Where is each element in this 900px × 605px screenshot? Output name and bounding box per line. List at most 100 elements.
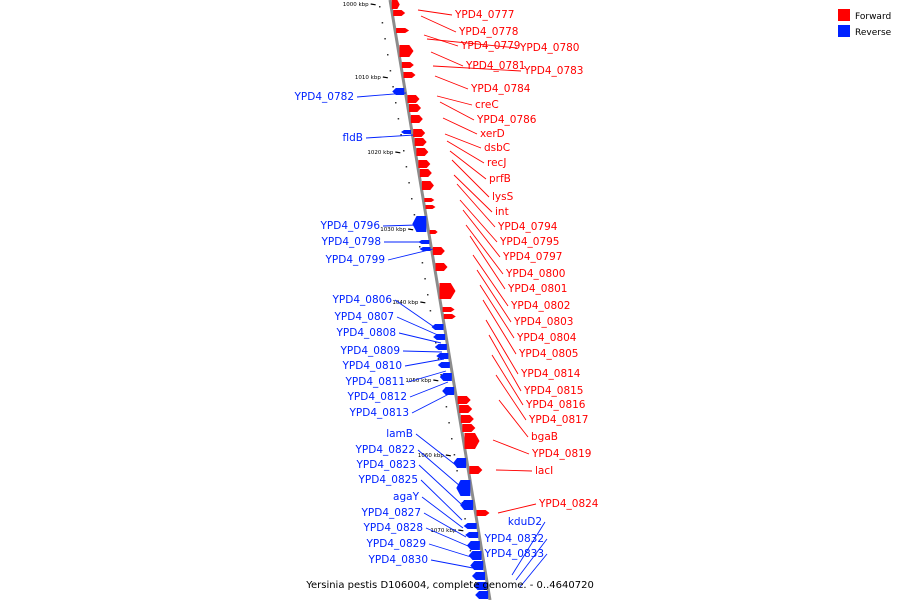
gene-label-ypd4-0813[interactable]: YPD4_0813 — [349, 407, 409, 419]
forward-gene-feature[interactable] — [457, 396, 471, 404]
gene-label-ypd4-0830[interactable]: YPD4_0830 — [368, 554, 428, 566]
forward-gene-feature[interactable] — [419, 169, 432, 177]
gene-labels[interactable]: YPD4_0777 YPD4_0778 YPD4_0779 YPD4_0780 YPD4… — [294, 9, 599, 566]
gene-label-ypd4-0832[interactable]: YPD4_0832 — [484, 533, 544, 545]
gene-label-ypd4-0781[interactable]: YPD4_0781 — [465, 60, 525, 72]
gene-label-ypd4-0810[interactable]: YPD4_0810 — [342, 360, 402, 372]
gene-label-ypd4-0782[interactable]: YPD4_0782 — [294, 91, 354, 103]
gene-label-ypd4-0816[interactable]: YPD4_0816 — [525, 399, 586, 411]
gene-label-bgab[interactable]: bgaB — [531, 431, 558, 443]
gene-label-ypd4-0780[interactable]: YPD4_0780 — [519, 42, 579, 54]
gene-label-ypd4-0806[interactable]: YPD4_0806 — [332, 294, 393, 306]
gene-label-ypd4-0805[interactable]: YPD4_0805 — [518, 348, 578, 360]
forward-gene-feature[interactable] — [469, 466, 483, 474]
gene-label-ypd4-0783[interactable]: YPD4_0783 — [523, 65, 583, 77]
forward-gene-feature[interactable] — [391, 0, 400, 9]
gene-label-ypd4-0777[interactable]: YPD4_0777 — [454, 9, 514, 21]
gene-label-ypd4-0784[interactable]: YPD4_0784 — [470, 83, 531, 95]
forward-gene-feature[interactable] — [432, 247, 445, 255]
forward-gene-feature[interactable] — [460, 415, 474, 423]
gene-label-dsbc[interactable]: dsbC — [484, 142, 510, 154]
forward-gene-feature[interactable] — [393, 10, 406, 16]
reverse-gene-feature[interactable] — [465, 532, 479, 538]
reverse-gene-feature[interactable] — [439, 373, 452, 381]
gene-label-ypd4-0779[interactable]: YPD4_0779 — [460, 40, 520, 52]
gene-label-ypd4-0803[interactable]: YPD4_0803 — [513, 316, 573, 328]
forward-gene-feature[interactable] — [409, 104, 421, 112]
reverse-gene-feature[interactable] — [431, 324, 444, 330]
gene-label-ypd4-0778[interactable]: YPD4_0778 — [458, 26, 518, 38]
gene-label-int[interactable]: int — [495, 206, 509, 218]
gene-label-ypd4-0812[interactable]: YPD4_0812 — [347, 391, 407, 403]
forward-gene-feature[interactable] — [416, 148, 429, 156]
reverse-gene-feature[interactable] — [472, 572, 485, 580]
gene-label-xerd[interactable]: xerD — [480, 128, 505, 140]
reverse-gene-feature[interactable] — [436, 353, 449, 359]
reverse-gene-feature[interactable] — [473, 582, 487, 590]
reverse-gene-feature[interactable] — [456, 480, 471, 496]
gene-label-ypd4-0795[interactable]: YPD4_0795 — [499, 236, 559, 248]
reverse-gene-feature[interactable] — [466, 541, 480, 550]
gene-label-lyss[interactable]: lysS — [492, 191, 514, 203]
forward-gene-feature[interactable] — [442, 307, 455, 312]
reverse-gene-feature[interactable] — [463, 523, 477, 529]
gene-label-ypd4-0822[interactable]: YPD4_0822 — [355, 444, 415, 456]
gene-label-ypd4-0823[interactable]: YPD4_0823 — [356, 459, 416, 471]
gene-label-laci[interactable]: lacI — [535, 465, 553, 477]
gene-features[interactable] — [391, 0, 490, 599]
forward-gene-feature[interactable] — [396, 28, 410, 33]
gene-label-ypd4-0800[interactable]: YPD4_0800 — [505, 268, 565, 280]
gene-label-ypd4-0807[interactable]: YPD4_0807 — [334, 311, 394, 323]
gene-label-ypd4-0794[interactable]: YPD4_0794 — [497, 221, 558, 233]
reverse-gene-feature[interactable] — [433, 334, 446, 340]
forward-gene-feature[interactable] — [443, 314, 456, 319]
forward-gene-feature[interactable] — [414, 138, 427, 146]
gene-label-ypd4-0828[interactable]: YPD4_0828 — [363, 522, 423, 534]
gene-label-prfb[interactable]: prfB — [489, 173, 511, 185]
gene-label-ypd4-0802[interactable]: YPD4_0802 — [510, 300, 570, 312]
gene-label-ypd4-0814[interactable]: YPD4_0814 — [520, 368, 581, 380]
reverse-gene-feature[interactable] — [401, 130, 411, 134]
reverse-gene-feature[interactable] — [468, 551, 482, 560]
gene-label-ypd4-0801[interactable]: YPD4_0801 — [507, 283, 567, 295]
forward-gene-feature[interactable] — [407, 95, 420, 103]
forward-gene-feature[interactable] — [439, 283, 456, 299]
gene-label-recj[interactable]: recJ — [487, 157, 506, 169]
reverse-gene-feature[interactable] — [453, 458, 467, 468]
reverse-gene-feature[interactable] — [470, 561, 484, 570]
forward-gene-feature[interactable] — [435, 263, 448, 271]
gene-label-ypd4-0833[interactable]: YPD4_0833 — [484, 548, 544, 560]
reverse-gene-feature[interactable] — [392, 88, 405, 95]
gene-label-ypd4-0797[interactable]: YPD4_0797 — [502, 251, 562, 263]
gene-label-ypd4-0824[interactable]: YPD4_0824 — [538, 498, 599, 510]
gene-label-ypd4-0808[interactable]: YPD4_0808 — [336, 327, 396, 339]
gene-label-ypd4-0786[interactable]: YPD4_0786 — [476, 114, 537, 126]
gene-label-ypd4-0809[interactable]: YPD4_0809 — [340, 345, 400, 357]
reverse-gene-feature[interactable] — [412, 216, 427, 232]
gene-label-ypd4-0819[interactable]: YPD4_0819 — [531, 448, 591, 460]
gene-label-ypd4-0825[interactable]: YPD4_0825 — [358, 474, 418, 486]
gene-label-ypd4-0804[interactable]: YPD4_0804 — [516, 332, 577, 344]
forward-gene-feature[interactable] — [418, 160, 431, 168]
gene-label-fldb[interactable]: fldB — [343, 132, 363, 144]
reverse-gene-feature[interactable] — [418, 240, 430, 244]
gene-label-agay[interactable]: agaY — [393, 491, 420, 503]
reverse-gene-feature[interactable] — [434, 344, 447, 350]
forward-gene-feature[interactable] — [429, 230, 438, 234]
gene-label-kdud2[interactable]: kduD2 — [508, 516, 542, 528]
gene-label-lamb[interactable]: lamB — [386, 428, 413, 440]
reverse-gene-feature[interactable] — [437, 362, 450, 368]
reverse-gene-feature[interactable] — [475, 591, 489, 599]
gene-label-ypd4-0798[interactable]: YPD4_0798 — [321, 236, 381, 248]
forward-gene-feature[interactable] — [410, 115, 423, 123]
gene-label-crec[interactable]: creC — [475, 99, 499, 111]
forward-gene-feature[interactable] — [403, 72, 416, 78]
forward-gene-feature[interactable] — [424, 198, 435, 202]
gene-label-ypd4-0811[interactable]: YPD4_0811 — [345, 376, 405, 388]
gene-label-ypd4-0817[interactable]: YPD4_0817 — [528, 414, 588, 426]
forward-gene-feature[interactable] — [476, 510, 490, 516]
forward-gene-feature[interactable] — [462, 424, 476, 432]
gene-label-ypd4-0829[interactable]: YPD4_0829 — [366, 538, 426, 550]
reverse-gene-feature[interactable] — [419, 247, 431, 251]
